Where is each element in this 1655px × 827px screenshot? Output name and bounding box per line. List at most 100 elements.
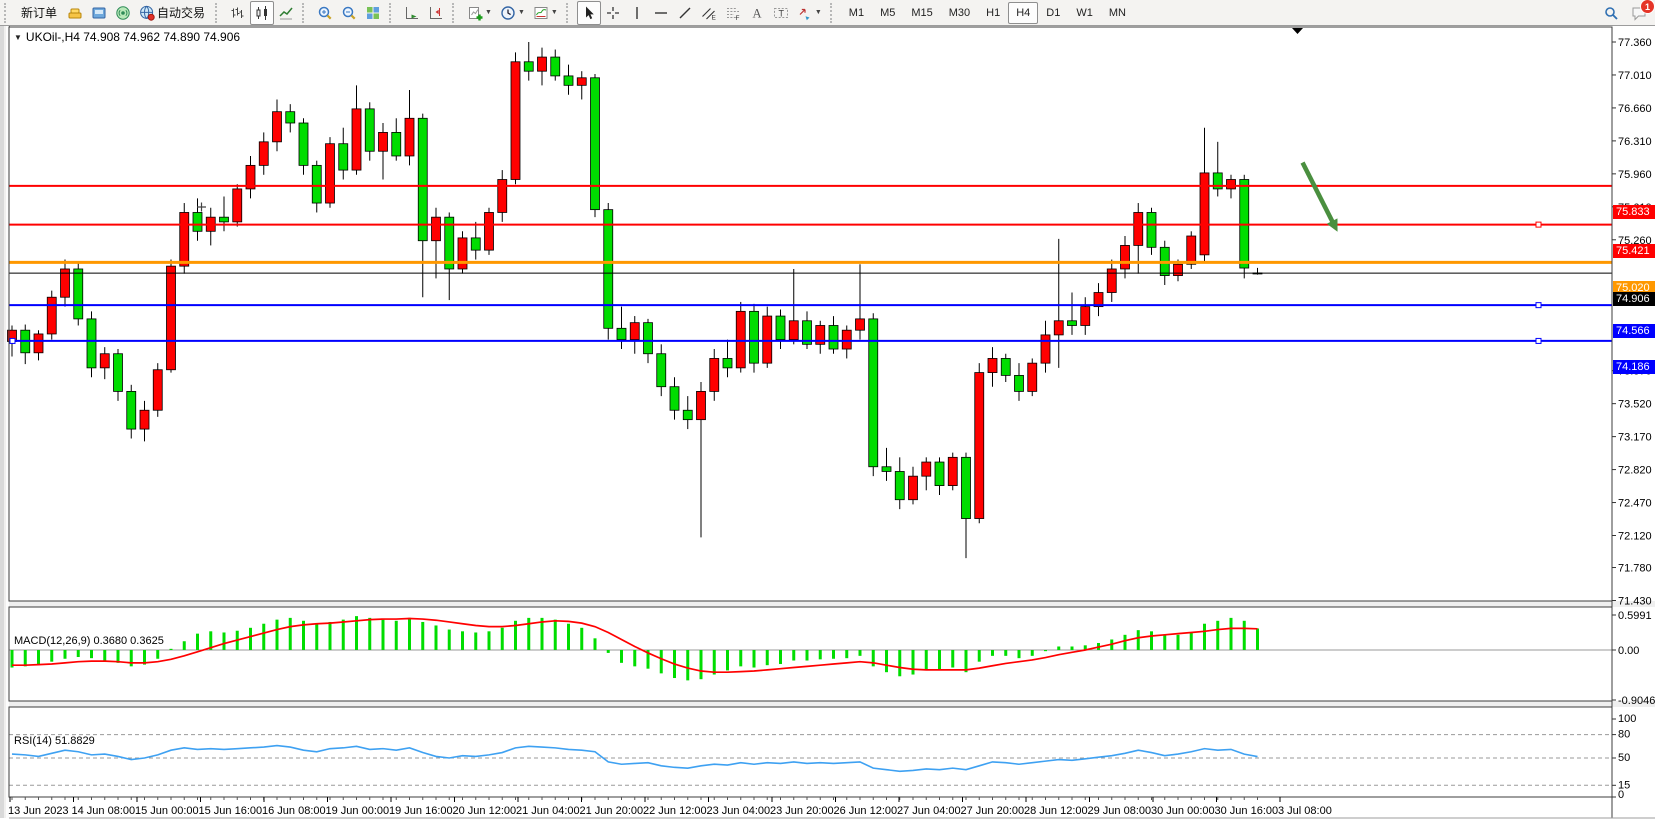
new-chart-button[interactable]: ▼: [463, 1, 496, 25]
navigator-button[interactable]: [111, 1, 135, 25]
candle-body: [179, 212, 190, 267]
label-button[interactable]: T: [769, 1, 793, 25]
timeframe-button-d1[interactable]: D1: [1046, 6, 1061, 19]
toolbar-group-separator: [389, 2, 397, 23]
new-order-button-label: 新订单: [21, 6, 58, 20]
vline-icon: [636, 6, 638, 19]
horizontal-line-button[interactable]: [649, 1, 673, 25]
candle-body: [894, 471, 905, 501]
line-anchor-marker[interactable]: [1535, 337, 1542, 344]
search-button[interactable]: [1599, 1, 1623, 25]
time-axis-label: 15 Jun 00:00: [135, 805, 199, 817]
candle-body: [298, 122, 309, 166]
candle-body: [311, 164, 322, 204]
chart-shift-button[interactable]: [424, 1, 448, 25]
chevron-down-icon[interactable]: ▼: [814, 9, 822, 16]
line-chart-button[interactable]: [274, 1, 298, 25]
period-button[interactable]: ▼: [496, 1, 529, 25]
zoom-out-button[interactable]: [337, 1, 361, 25]
zoom-in-button[interactable]: [313, 1, 337, 25]
timeframe-button-w1[interactable]: W1: [1076, 6, 1093, 19]
candle-body: [444, 216, 455, 270]
new-chart-icon: [469, 6, 483, 20]
axis-tick-label: 72.120: [1618, 531, 1652, 543]
chevron-down-icon[interactable]: ▼: [550, 9, 558, 16]
macd-histogram-bar: [116, 650, 120, 663]
trend-arrow-annotation[interactable]: [1300, 161, 1336, 224]
macd-histogram-bar: [832, 650, 835, 659]
tile-icon: [367, 6, 380, 19]
zoom-in-icon: [318, 6, 332, 19]
crosshair-button[interactable]: [601, 1, 625, 25]
macd-histogram-bar: [911, 650, 915, 675]
candle-body: [351, 108, 362, 171]
macd-histogram-bar: [288, 617, 292, 650]
fibonacci-button[interactable]: F: [721, 1, 745, 25]
candle-body: [391, 132, 402, 157]
macd-indicator-label: MACD(12,26,9) 0.3680 0.3625: [14, 635, 164, 647]
candlestick-button[interactable]: [250, 0, 275, 25]
candle-body: [457, 237, 468, 270]
template-button[interactable]: ▼: [529, 1, 562, 25]
timeframe-button-mn[interactable]: MN: [1108, 6, 1126, 19]
cross-marker[interactable]: [197, 202, 206, 212]
macd-histogram-bar: [1229, 617, 1233, 650]
search-icon: [1605, 7, 1618, 20]
trendline-button[interactable]: [673, 1, 697, 25]
new-order-button[interactable]: 新订单: [15, 1, 63, 25]
line-icon: [279, 7, 293, 19]
macd-histogram-bar: [368, 617, 372, 650]
candle-body: [152, 369, 163, 411]
collapse-triangle-icon[interactable]: ▼: [14, 32, 22, 42]
cursor-icon: [585, 6, 594, 19]
candle-body: [192, 212, 203, 232]
chevron-down-icon[interactable]: ▼: [517, 9, 525, 16]
channel-button[interactable]: E: [697, 1, 721, 25]
macd-histogram-bar: [474, 632, 478, 650]
candle-body: [802, 320, 812, 345]
chat-button[interactable]: 1: [1627, 0, 1655, 25]
macd-histogram-bar: [408, 617, 411, 650]
macd-histogram-bar: [924, 650, 928, 671]
candle-body: [1106, 268, 1117, 293]
chevron-down-icon[interactable]: ▼: [485, 9, 492, 16]
candle-body: [908, 475, 918, 501]
candle-body: [470, 237, 481, 251]
panel-separator[interactable]: [9, 601, 1655, 607]
auto-scroll-button[interactable]: [400, 1, 424, 25]
timeframe-button-m30[interactable]: M30: [948, 6, 971, 19]
timeframe-button-h4[interactable]: H4: [1008, 1, 1039, 24]
candle-body: [629, 322, 640, 341]
timeframe-button-h1[interactable]: H1: [986, 6, 1001, 19]
bar-chart-button[interactable]: [226, 1, 250, 25]
data-window-button[interactable]: [87, 1, 111, 25]
price-chart[interactable]: 77.36077.01076.66076.31075.96075.61075.2…: [0, 26, 1655, 827]
vertical-line-button[interactable]: [625, 1, 649, 25]
cursor-button[interactable]: [576, 0, 601, 25]
panel-separator[interactable]: [9, 701, 1655, 707]
market-watch-button[interactable]: [63, 1, 87, 25]
candle-body: [1027, 362, 1038, 392]
axis-tick-label: 72.470: [1618, 498, 1652, 510]
macd-histogram-bar: [659, 650, 663, 674]
axis-tick-label: 73.170: [1618, 432, 1652, 444]
time-axis-label: 26 Jun 12:00: [833, 805, 898, 817]
axis-tick-label: 75.960: [1618, 169, 1652, 181]
axis-tick-label: 71.430: [1618, 595, 1652, 607]
autotrading-button[interactable]: 自动交易: [135, 1, 211, 25]
text-button[interactable]: A: [745, 1, 769, 25]
timeframe-button-m5[interactable]: M5: [880, 6, 896, 19]
line-anchor-marker[interactable]: [1535, 302, 1542, 309]
candle-body: [325, 143, 335, 204]
axis-tick-label: 50: [1618, 752, 1630, 764]
timeframe-button-m1[interactable]: M1: [848, 6, 865, 19]
timeframe-button-m15[interactable]: M15: [911, 6, 933, 19]
line-anchor-marker[interactable]: [9, 337, 16, 344]
arrows-button[interactable]: ▼: [793, 1, 826, 25]
rsi-line: [11, 744, 1258, 773]
line-anchor-marker[interactable]: [1535, 221, 1542, 228]
chart-shift-marker-icon[interactable]: [1292, 28, 1303, 34]
tile-windows-button[interactable]: [361, 1, 385, 25]
time-axis-label: 20 Jun 12:00: [452, 805, 517, 817]
